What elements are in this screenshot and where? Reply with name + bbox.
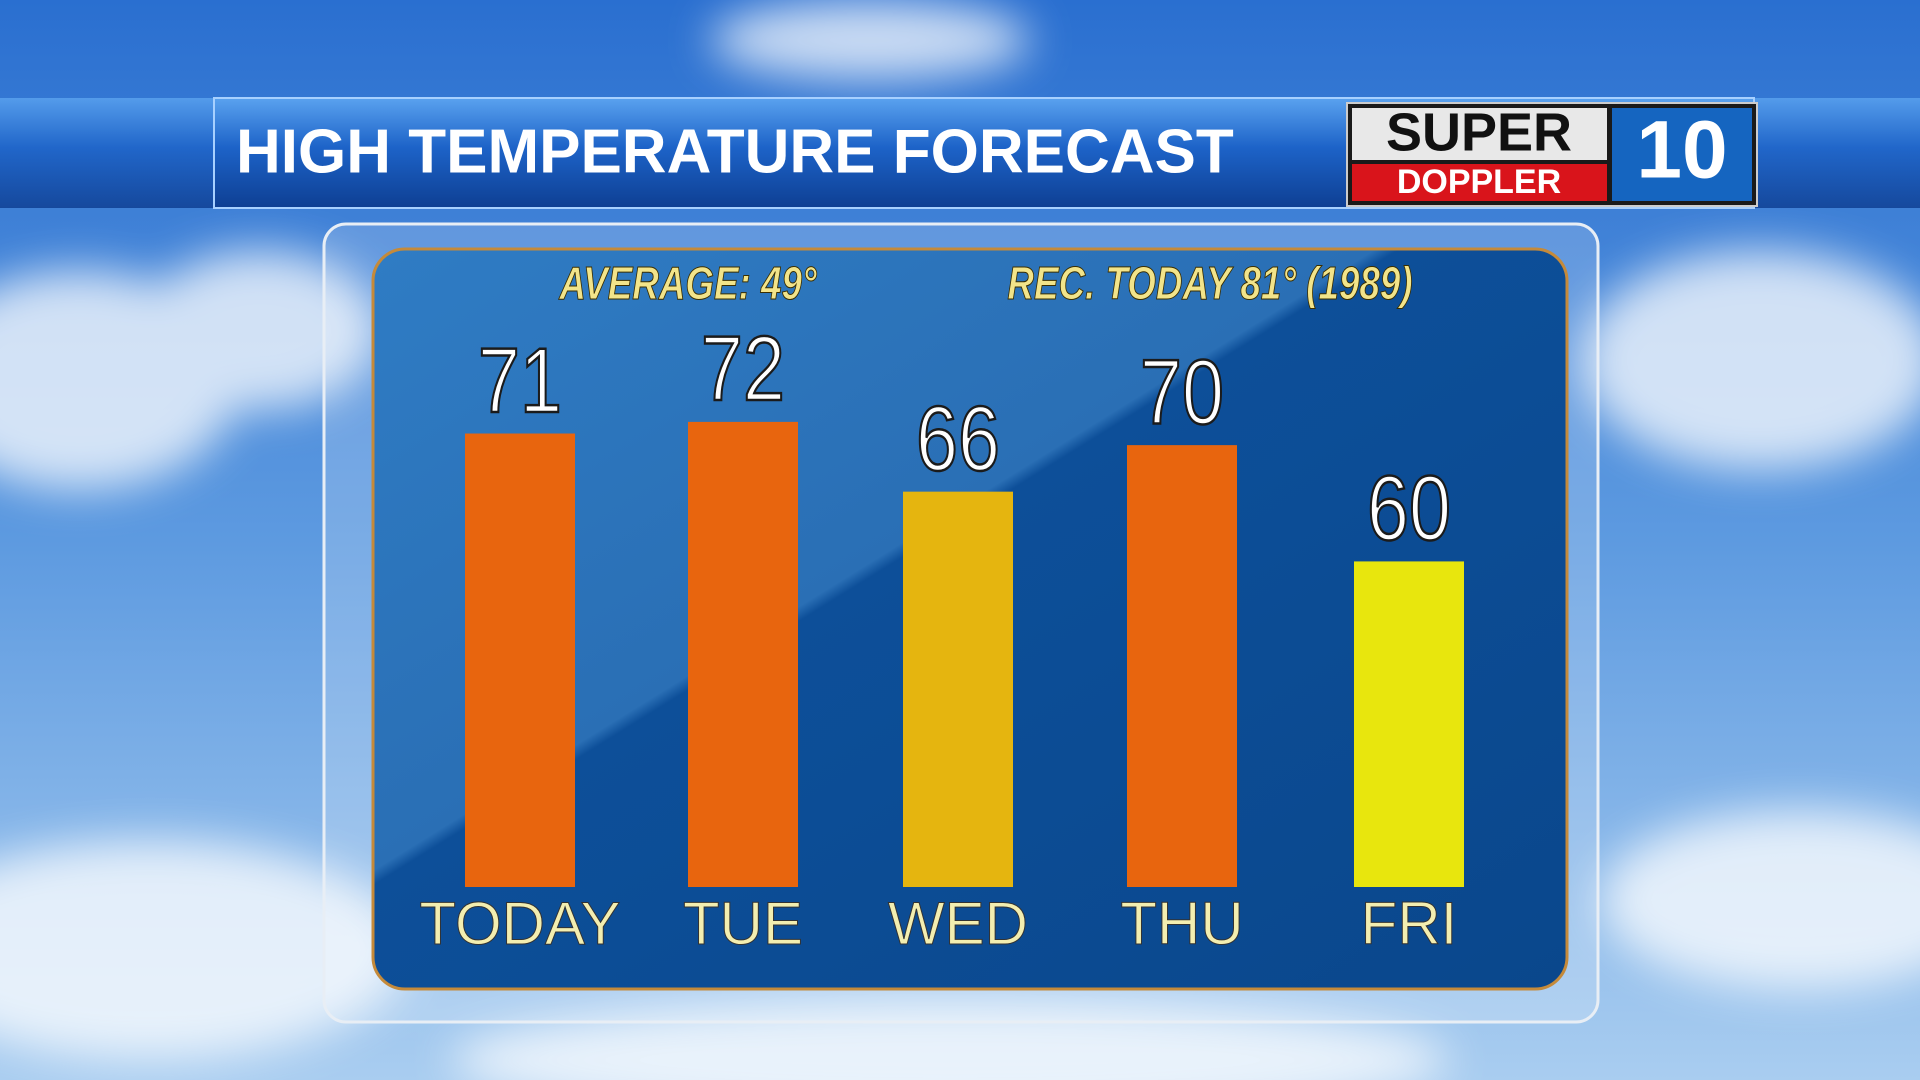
value-label: 71 <box>478 329 562 432</box>
logo-number-box <box>1612 108 1752 201</box>
value-label: 66 <box>916 387 1000 490</box>
bar <box>688 421 798 887</box>
x-tick-label: THU <box>1120 890 1243 957</box>
average-note: AVERAGE: 49° <box>558 257 816 309</box>
bar <box>1127 445 1237 887</box>
logo-bottom: DOPPLER <box>1397 163 1561 201</box>
x-tick-label: FRI <box>1361 890 1458 957</box>
bar <box>1354 561 1464 887</box>
logo: SUPER DOPPLER 10 <box>1346 102 1758 207</box>
value-label: 70 <box>1140 340 1224 443</box>
bar <box>465 433 575 887</box>
value-label: 60 <box>1367 457 1451 560</box>
value-label: 72 <box>701 317 785 420</box>
chart-title: HIGH TEMPERATURE FORECAST <box>236 117 1234 186</box>
bar <box>903 491 1013 887</box>
x-tick-label: TUE <box>683 890 803 957</box>
logo-top: SUPER <box>1386 102 1572 162</box>
logo-bottom-box <box>1352 164 1607 201</box>
logo-top-box <box>1352 108 1607 160</box>
logo-number: 10 <box>1636 105 1727 196</box>
x-tick-label: TODAY <box>419 890 620 957</box>
x-tick-label: WED <box>888 890 1028 957</box>
record-note: REC. TODAY 81° (1989) <box>1007 257 1412 309</box>
